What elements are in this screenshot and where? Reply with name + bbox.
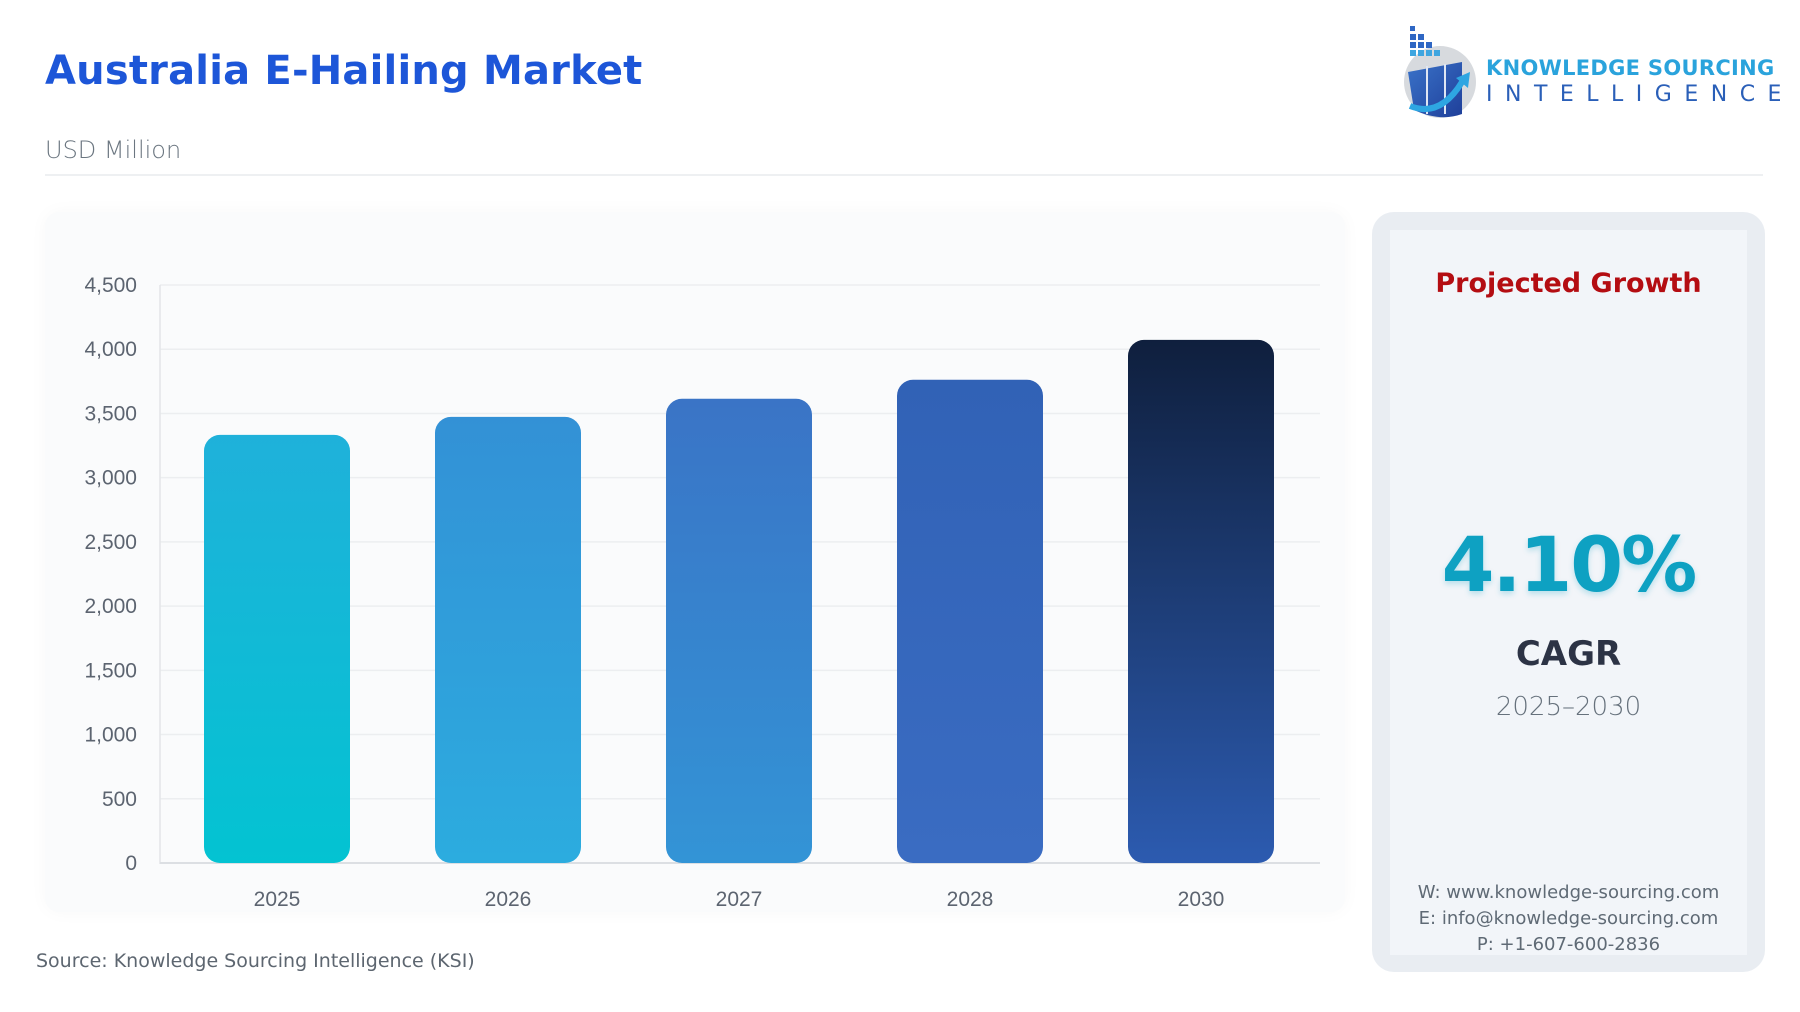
x-tick-label: 2028 xyxy=(947,888,994,911)
x-tick-label: 2025 xyxy=(254,888,301,911)
bar-2030 xyxy=(1128,339,1274,863)
bar-2028 xyxy=(897,379,1043,863)
unit-subtitle: USD Million xyxy=(45,136,182,164)
y-tick-label: 1,500 xyxy=(84,659,137,682)
growth-panel-inner: Projected Growth 4.10% CAGR 2025–2030 W:… xyxy=(1390,230,1747,955)
y-tick-label: 4,000 xyxy=(84,338,137,361)
contact-phone: P: +1-607-600-2836 xyxy=(1476,934,1661,955)
company-logo: KNOWLEDGE SOURCING INTELLIGENCE xyxy=(1400,22,1781,122)
bar-2027 xyxy=(666,398,812,863)
cagr-period: 2025–2030 xyxy=(1495,692,1642,722)
y-tick-label: 2,000 xyxy=(84,595,137,618)
source-note: Source: Knowledge Sourcing Intelligence … xyxy=(36,950,475,972)
projected-growth-heading: Projected Growth xyxy=(1435,268,1702,299)
x-tick-label: 2026 xyxy=(485,888,532,911)
logo-line2: INTELLIGENCE xyxy=(1486,82,1794,107)
contact-email: E: info@knowledge-sourcing.com xyxy=(1418,908,1719,929)
chart-card: 0 500 1,000 1,500 2,000 2,500 3,000 3,500 4,000 4… xyxy=(45,212,1345,912)
x-tick-label: 2027 xyxy=(716,888,763,911)
logo-line1: KNOWLEDGE SOURCING xyxy=(1486,56,1775,80)
y-tick-label: 1,000 xyxy=(84,724,137,747)
x-axis-ticks: 2025 2026 2027 2028 2030 xyxy=(254,888,1225,911)
y-tick-label: 3,500 xyxy=(84,402,137,425)
y-axis-ticks: 0 500 1,000 1,500 2,000 2,500 3,000 3,500 4,000 4… xyxy=(84,274,137,875)
bars xyxy=(204,339,1274,863)
header-divider xyxy=(45,174,1763,176)
y-tick-label: 500 xyxy=(102,788,137,811)
cagr-value: 4.10% xyxy=(1441,520,1698,609)
page-title: Australia E-Hailing Market xyxy=(45,48,643,94)
y-tick-label: 0 xyxy=(125,852,137,875)
y-tick-label: 2,500 xyxy=(84,531,137,554)
growth-panel: Projected Growth 4.10% CAGR 2025–2030 W:… xyxy=(1372,212,1765,972)
bar-2026 xyxy=(435,416,581,863)
contact-website: W: www.knowledge-sourcing.com xyxy=(1417,882,1720,903)
x-tick-label: 2030 xyxy=(1178,888,1225,911)
cagr-label: CAGR xyxy=(1515,634,1622,674)
y-tick-label: 3,000 xyxy=(84,467,137,490)
bar-2025 xyxy=(204,434,350,863)
bar-chart: 0 500 1,000 1,500 2,000 2,500 3,000 3,500 4,000 4… xyxy=(84,274,1320,911)
ksi-logo-icon xyxy=(1404,26,1476,118)
y-tick-label: 4,500 xyxy=(84,274,137,297)
